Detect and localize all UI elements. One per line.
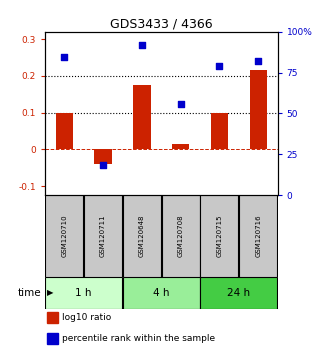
Bar xyxy=(47,333,58,344)
Bar xyxy=(47,312,58,322)
Bar xyxy=(162,195,200,277)
Bar xyxy=(172,144,189,149)
Point xyxy=(139,42,144,48)
Text: 24 h: 24 h xyxy=(227,288,250,298)
Text: ▶: ▶ xyxy=(47,289,53,297)
Bar xyxy=(249,70,267,149)
Point xyxy=(62,54,67,60)
Point xyxy=(217,63,222,68)
Text: 4 h: 4 h xyxy=(153,288,169,298)
Bar xyxy=(201,277,277,309)
Text: 1 h: 1 h xyxy=(75,288,92,298)
Text: log10 ratio: log10 ratio xyxy=(62,313,112,322)
Bar xyxy=(45,277,122,309)
Bar xyxy=(123,277,200,309)
Text: GSM120716: GSM120716 xyxy=(255,215,261,257)
Text: GSM120708: GSM120708 xyxy=(178,215,184,257)
Text: time: time xyxy=(18,288,42,298)
Bar xyxy=(123,195,161,277)
Text: GSM120648: GSM120648 xyxy=(139,215,145,257)
Bar xyxy=(239,195,277,277)
Point xyxy=(178,101,183,107)
Text: percentile rank within the sample: percentile rank within the sample xyxy=(62,334,215,343)
Text: GSM120710: GSM120710 xyxy=(61,215,67,257)
Bar xyxy=(201,195,239,277)
Point xyxy=(256,58,261,64)
Bar xyxy=(211,113,228,149)
Point xyxy=(100,162,106,168)
Text: GSM120711: GSM120711 xyxy=(100,215,106,257)
Bar xyxy=(45,195,83,277)
Bar xyxy=(84,195,122,277)
Text: GSM120715: GSM120715 xyxy=(216,215,222,257)
Title: GDS3433 / 4366: GDS3433 / 4366 xyxy=(110,18,213,31)
Bar xyxy=(133,85,151,149)
Bar xyxy=(94,149,112,164)
Bar xyxy=(56,113,73,149)
